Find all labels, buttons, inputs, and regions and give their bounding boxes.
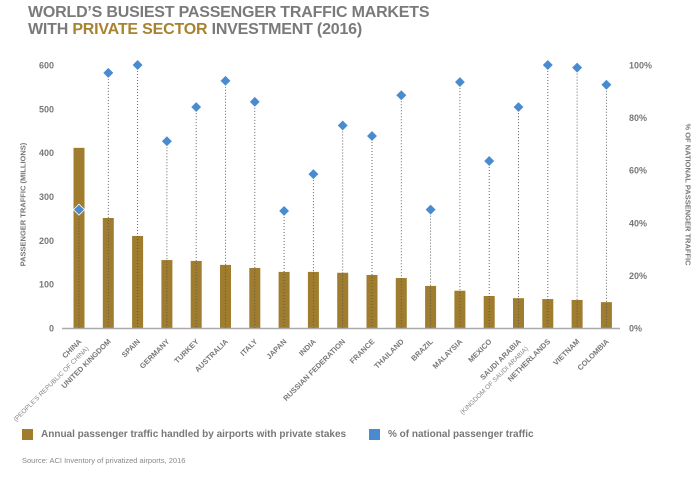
bar bbox=[542, 299, 554, 328]
marker-point bbox=[248, 95, 261, 108]
legend-swatch-bars bbox=[22, 429, 33, 440]
marker-point bbox=[571, 61, 584, 74]
y-tick-left-label: 0 bbox=[49, 324, 54, 334]
y-tick-left-label: 100 bbox=[39, 280, 54, 290]
marker-point bbox=[102, 66, 115, 79]
y-axis-left: 0 100 200 300 400 500 600 bbox=[39, 61, 54, 334]
bar bbox=[278, 271, 290, 328]
y-tick-right-label: 100% bbox=[629, 61, 652, 71]
marker-point bbox=[365, 129, 379, 143]
marker-point bbox=[600, 78, 613, 91]
legend-item-markers: % of national passenger traffic bbox=[369, 429, 534, 440]
marker-stems bbox=[78, 65, 607, 328]
y-tick-left-label: 500 bbox=[39, 104, 54, 114]
marker-point bbox=[512, 101, 525, 114]
marker-point bbox=[483, 154, 496, 168]
y-tick-right-label: 80% bbox=[629, 113, 647, 123]
bar bbox=[161, 260, 173, 328]
y-axis-right: 0% 20% 40% 60% 80% 100% bbox=[629, 61, 652, 334]
title-line-2-suffix: INVESTMENT (2016) bbox=[207, 21, 363, 38]
chart: 0 100 200 300 400 500 600 0% 20% 40% 60% 80% 100% C… bbox=[13, 58, 652, 424]
y-tick-left-label: 400 bbox=[39, 148, 54, 158]
bar bbox=[425, 285, 437, 328]
x-tick-label: BRAZIL bbox=[409, 337, 435, 363]
marker-point bbox=[160, 135, 173, 148]
x-tick-label: MEXICO bbox=[466, 337, 493, 364]
bar bbox=[220, 264, 231, 328]
bar bbox=[483, 296, 495, 328]
marker-point bbox=[336, 119, 349, 132]
x-tick-label: VIETNAM bbox=[551, 337, 581, 367]
bar bbox=[190, 260, 202, 328]
y-tick-left-label: 300 bbox=[39, 192, 54, 202]
marker-point bbox=[453, 76, 466, 89]
marker-series bbox=[72, 58, 613, 218]
x-tick-label: JAPAN bbox=[265, 337, 289, 361]
bar bbox=[307, 271, 319, 328]
legend-label-markers: % of national passenger traffic bbox=[388, 429, 534, 440]
marker-point bbox=[307, 168, 320, 181]
bar bbox=[600, 302, 612, 328]
source-note: Source: ACI Inventory of privatized airp… bbox=[22, 456, 186, 465]
y-tick-left-label: 200 bbox=[39, 236, 54, 246]
y-tick-right-label: 20% bbox=[629, 271, 647, 281]
marker-point bbox=[72, 203, 86, 216]
x-tick-label: COLOMBIA bbox=[576, 337, 612, 373]
chart-title: WORLD’S BUSIEST PASSENGER TRAFFIC MARKET… bbox=[28, 4, 429, 38]
marker-point bbox=[131, 58, 144, 72]
marker-point bbox=[424, 203, 437, 216]
y-tick-left-label: 600 bbox=[39, 61, 54, 71]
bar bbox=[513, 298, 524, 328]
title-line-2: WITH PRIVATE SECTOR INVESTMENT (2016) bbox=[28, 21, 429, 38]
x-tick-label: FRANCE bbox=[348, 337, 376, 365]
marker-point bbox=[541, 58, 554, 72]
x-tick-label: THAILAND bbox=[372, 337, 406, 371]
marker-point bbox=[278, 204, 291, 218]
x-tick-label: MALAYSIA bbox=[431, 337, 465, 371]
x-axis-labels: CHINA(PEOPLE'S REPUBLIC OF CHINA)UNITED … bbox=[13, 337, 612, 424]
marker-point bbox=[190, 101, 203, 114]
x-tick-label: GERMANY bbox=[138, 337, 171, 370]
legend-item-bars: Annual passenger traffic handled by airp… bbox=[22, 429, 346, 440]
legend-swatch-markers bbox=[369, 429, 380, 440]
title-accent: PRIVATE SECTOR bbox=[72, 21, 208, 38]
x-tick-sublabel: (PEOPLE'S REPUBLIC OF CHINA) bbox=[13, 345, 91, 423]
x-tick-label: INDIA bbox=[297, 337, 318, 358]
y-tick-right-label: 0% bbox=[629, 324, 642, 334]
x-tick-label: ITALY bbox=[238, 337, 259, 358]
bar bbox=[249, 267, 261, 328]
title-line-2-prefix: WITH bbox=[28, 21, 73, 38]
y-tick-right-label: 40% bbox=[629, 218, 647, 228]
bar bbox=[454, 290, 466, 328]
bar-series bbox=[73, 147, 612, 328]
legend-label-bars: Annual passenger traffic handled by airp… bbox=[41, 429, 347, 440]
marker-point bbox=[219, 74, 232, 87]
x-tick-label: SPAIN bbox=[120, 337, 142, 359]
x-tick-label: TURKEY bbox=[172, 337, 200, 365]
bar bbox=[102, 217, 114, 328]
y-tick-right-label: 60% bbox=[629, 166, 647, 176]
bar bbox=[73, 147, 85, 328]
marker-point bbox=[395, 89, 408, 102]
title-line-1: WORLD’S BUSIEST PASSENGER TRAFFIC MARKET… bbox=[28, 4, 430, 21]
